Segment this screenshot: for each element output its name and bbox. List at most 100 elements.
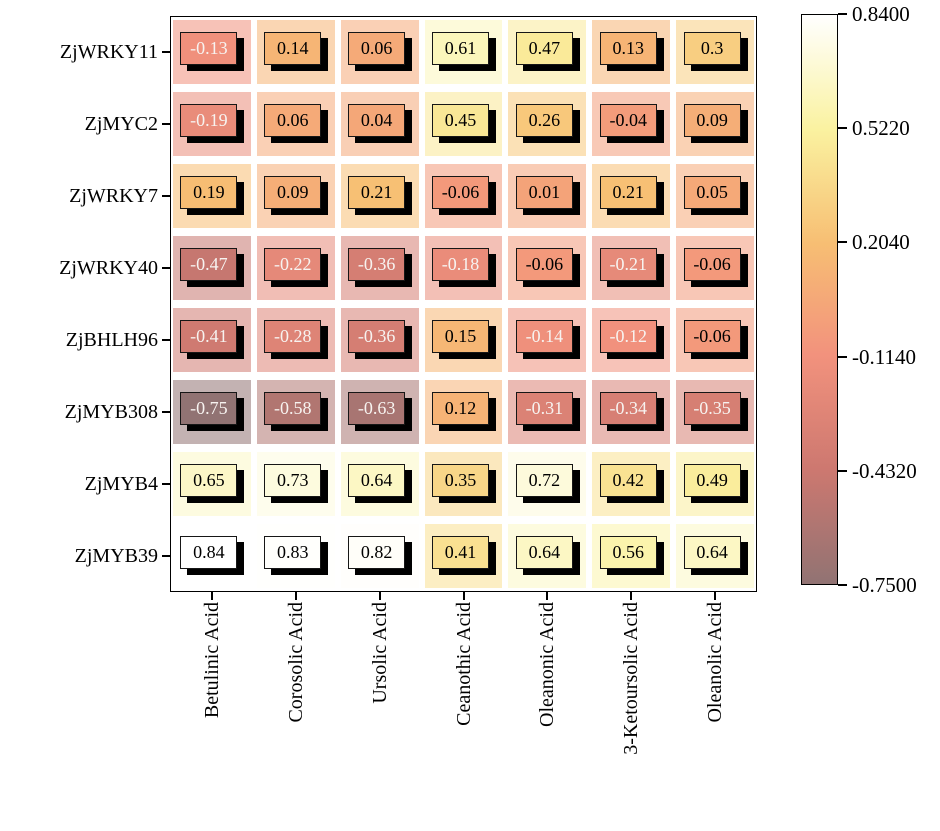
heatmap-cell: -0.06 [676, 308, 754, 372]
heatmap-cell: -0.75 [173, 380, 251, 444]
cell-value-box: 0.26 [515, 103, 573, 137]
heatmap-cell: 0.64 [508, 524, 587, 588]
heatmap-cell: -0.63 [340, 380, 419, 444]
cell-value-box: -0.58 [264, 391, 322, 425]
cell-value-box: -0.19 [180, 103, 238, 137]
heatmap-cell: 0.14 [256, 20, 335, 84]
x-axis-tick [378, 592, 381, 600]
heatmap-cell: -0.58 [256, 380, 335, 444]
cell-value-box: 0.42 [599, 463, 657, 497]
cell-value-box: 0.21 [599, 175, 657, 209]
cell-value-box: 0.06 [264, 103, 322, 137]
heatmap-cell: 0.26 [508, 92, 587, 156]
column-label: Oleanolic Acid [704, 602, 727, 723]
heatmap-cell: 0.56 [592, 524, 671, 588]
heatmap-cell: 0.72 [508, 452, 587, 516]
heatmap-cell: -0.12 [592, 308, 671, 372]
cell-value-box: -0.41 [180, 319, 238, 353]
heatmap-cell: -0.21 [592, 236, 671, 300]
colorbar-tick [838, 355, 847, 358]
x-axis-tick [546, 592, 549, 600]
colorbar-gradient [801, 14, 838, 585]
cell-value-box: 0.04 [348, 103, 406, 137]
cell-value-box: 0.12 [431, 391, 489, 425]
cell-value-box: 0.56 [599, 535, 657, 569]
heatmap-cell: 0.01 [508, 164, 587, 228]
column-label: Ceanothic Acid [452, 602, 475, 726]
row-label: ZjMYC2 [84, 113, 158, 135]
heatmap-cell: 0.06 [256, 92, 335, 156]
heatmap-cell: -0.18 [424, 236, 503, 300]
heatmap-cell: -0.22 [256, 236, 335, 300]
cell-value-box: -0.36 [348, 247, 406, 281]
heatmap-cell: 0.13 [592, 20, 671, 84]
heatmap-cell: 0.05 [676, 164, 754, 228]
cell-value-box: 0.49 [683, 463, 741, 497]
x-axis-tick [714, 592, 717, 600]
row-label: ZjWRKY7 [69, 185, 158, 207]
column-label: Corosolic Acid [284, 602, 307, 723]
cell-value-box: 0.83 [264, 535, 322, 569]
column-label: Oleanonic Acid [536, 602, 559, 727]
cell-value-box: 0.61 [431, 31, 489, 65]
cell-value-box: -0.14 [515, 319, 573, 353]
heatmap-cell: 0.04 [340, 92, 419, 156]
heatmap-cell: 0.82 [340, 524, 419, 588]
column-label: 3-Ketoursolic Acid [620, 602, 643, 755]
cell-value-box: 0.21 [348, 175, 406, 209]
y-axis-tick [162, 555, 170, 557]
heatmap-cell: -0.41 [173, 308, 251, 372]
cell-value-box: -0.63 [348, 391, 406, 425]
cell-value-box: 0.09 [683, 103, 741, 137]
heatmap-cell: 0.83 [256, 524, 335, 588]
heatmap-cell: 0.45 [424, 92, 503, 156]
heatmap-cell: 0.09 [676, 92, 754, 156]
heatmap-cell: 0.84 [173, 524, 251, 588]
cell-value-box: 0.3 [683, 31, 741, 65]
cell-value-box: -0.04 [599, 103, 657, 137]
cell-value-box: 0.13 [599, 31, 657, 65]
colorbar-tick [838, 13, 847, 15]
heatmap-cell: 0.47 [508, 20, 587, 84]
cell-value-box: -0.28 [264, 319, 322, 353]
cell-value-box: -0.13 [180, 31, 238, 65]
heatmap-cell: 0.65 [173, 452, 251, 516]
cell-value-box: -0.36 [348, 319, 406, 353]
heatmap-cell: -0.06 [676, 236, 754, 300]
cell-value-box: -0.31 [515, 391, 573, 425]
heatmap-cell: 0.73 [256, 452, 335, 516]
cell-value-box: 0.84 [180, 535, 238, 569]
heatmap-cell: -0.28 [256, 308, 335, 372]
colorbar-tick [838, 241, 847, 244]
colorbar-tick-label: 0.5220 [852, 116, 910, 141]
cell-value-box: 0.15 [431, 319, 489, 353]
cell-value-box: 0.47 [515, 31, 573, 65]
y-axis-tick [162, 123, 170, 125]
y-axis-tick [162, 483, 170, 485]
cell-value-box: 0.01 [515, 175, 573, 209]
heatmap-cell: 0.21 [592, 164, 671, 228]
colorbar-tick [838, 127, 847, 130]
y-axis-tick [162, 51, 170, 53]
heatmap-cell: -0.13 [173, 20, 251, 84]
cell-value-box: -0.06 [431, 175, 489, 209]
row-label: ZjMYB4 [84, 473, 158, 495]
cell-value-box: -0.06 [683, 319, 741, 353]
x-axis-tick [630, 592, 633, 600]
heatmap-cell: -0.34 [592, 380, 671, 444]
heatmap-cell: -0.06 [508, 236, 587, 300]
y-axis-tick [162, 411, 170, 413]
cell-value-box: 0.41 [431, 535, 489, 569]
heatmap-cell: 0.35 [424, 452, 503, 516]
column-label: Ursolic Acid [368, 602, 391, 704]
heatmap-cell: 0.41 [424, 524, 503, 588]
cell-value-box: 0.64 [515, 535, 573, 569]
colorbar-tick [838, 584, 847, 586]
heatmap-cell: -0.19 [173, 92, 251, 156]
cell-value-box: 0.35 [431, 463, 489, 497]
heatmap-cell: 0.15 [424, 308, 503, 372]
heatmap-cell: 0.09 [256, 164, 335, 228]
heatmap-cell: 0.21 [340, 164, 419, 228]
cell-value-box: 0.14 [264, 31, 322, 65]
